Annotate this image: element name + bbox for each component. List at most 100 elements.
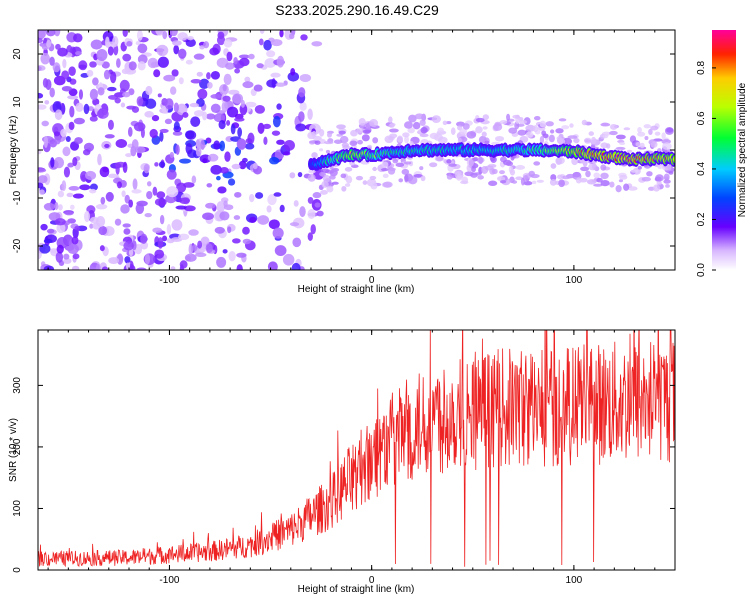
spectrogram-cell bbox=[258, 38, 264, 46]
spectrogram-cell bbox=[539, 135, 545, 144]
spectrogram-cell bbox=[63, 258, 72, 264]
spectrogram-cell bbox=[255, 192, 264, 199]
spectrogram-cell bbox=[648, 128, 653, 135]
spectrogram-cell bbox=[72, 253, 80, 260]
spectrogram-cell bbox=[166, 223, 172, 235]
spectrogram-cell bbox=[144, 213, 152, 218]
spectrogram-cell bbox=[532, 125, 539, 133]
spectrogram-cell bbox=[54, 109, 63, 121]
spectrogram-cell bbox=[64, 211, 74, 216]
spectrogram-cell bbox=[122, 161, 128, 173]
spectrogram-cell bbox=[442, 120, 448, 126]
spectrogram-cell bbox=[89, 223, 94, 229]
spectrogram-cell bbox=[319, 148, 324, 152]
spectrogram-cell bbox=[56, 244, 64, 254]
spectrogram-cell bbox=[221, 101, 228, 113]
colorbar-tick-label: 0.8 bbox=[696, 61, 707, 75]
snr-xlabel: Height of straight line (km) bbox=[298, 584, 415, 595]
spectrogram-cell bbox=[223, 200, 228, 208]
spectrogram-cell bbox=[145, 98, 157, 109]
spectrogram-cell bbox=[484, 140, 490, 145]
spectrogram-cell bbox=[536, 179, 544, 183]
colorbar-tick-label: 0.0 bbox=[696, 263, 707, 277]
spectrogram-cell bbox=[291, 262, 301, 270]
spectrogram-cell bbox=[54, 134, 62, 145]
spectrogram-cell bbox=[157, 93, 162, 98]
spectrogram-cell bbox=[39, 189, 45, 195]
spec-ytick-label: 0 bbox=[12, 147, 23, 153]
spectrogram-cell bbox=[508, 127, 518, 134]
spectrogram-cell bbox=[287, 71, 300, 82]
spectrogram-cell bbox=[95, 203, 108, 210]
spectrogram-cell bbox=[188, 229, 199, 236]
spectrogram-cell bbox=[49, 87, 55, 98]
spectrogram-cell bbox=[54, 201, 59, 211]
spectrogram-cell bbox=[253, 84, 263, 92]
spectrogram-cell bbox=[227, 178, 236, 186]
spectrogram-cell bbox=[384, 135, 394, 144]
spectrogram-cell bbox=[146, 181, 152, 187]
spectrogram-cell bbox=[408, 176, 418, 185]
spectrogram-cell bbox=[57, 190, 65, 198]
spectrogram-cell bbox=[647, 186, 655, 191]
spectrogram-cell bbox=[509, 169, 516, 176]
colorbar-ticks: 0.0 0.2 0.4 0.6 0.8 bbox=[696, 61, 716, 277]
spectrogram-cell bbox=[219, 211, 230, 221]
snr-axes: -100 0 100 0 100 200 300 bbox=[12, 330, 676, 586]
spectrogram-cell bbox=[102, 166, 109, 173]
spectrogram-cell bbox=[101, 61, 110, 69]
spectrogram-cell bbox=[86, 69, 94, 77]
spectrogram-cell bbox=[420, 175, 426, 182]
spectrogram-cell bbox=[525, 124, 536, 132]
spectrogram-cell bbox=[419, 119, 426, 126]
spectrogram-cell bbox=[66, 192, 74, 198]
spectrogram-cell bbox=[518, 119, 528, 125]
spec-ytick-label: 20 bbox=[12, 48, 23, 60]
spectrogram-cell bbox=[172, 131, 183, 136]
spectrogram-cell bbox=[179, 158, 192, 164]
spectrogram-cell bbox=[256, 63, 264, 69]
spectrogram-cell bbox=[475, 117, 485, 123]
spectrogram-cell bbox=[38, 175, 48, 184]
spectrogram-cell bbox=[326, 185, 334, 193]
spectrogram-cell bbox=[124, 256, 131, 264]
spectrogram-cell bbox=[121, 190, 126, 198]
spectrogram-cell bbox=[189, 102, 200, 108]
spectrogram-cell bbox=[116, 58, 121, 69]
spectrogram-cell bbox=[520, 177, 525, 186]
spectrogram-cell bbox=[61, 70, 70, 80]
spectrogram-cell bbox=[149, 128, 158, 139]
spec-ytick-label: -20 bbox=[12, 238, 23, 253]
spectrogram-cell bbox=[323, 141, 334, 145]
spectrogram-cell bbox=[581, 119, 588, 126]
spectrogram-cell bbox=[72, 157, 78, 167]
spectrogram-cell bbox=[114, 218, 122, 226]
spectrogram-cell bbox=[270, 72, 281, 78]
spectrogram-image bbox=[38, 30, 675, 270]
spectrogram-cell bbox=[232, 93, 244, 104]
spectrogram-cell bbox=[344, 166, 353, 172]
spectrogram-cell bbox=[357, 139, 363, 145]
spectrogram-cell bbox=[358, 117, 366, 126]
spectrogram-cell bbox=[120, 102, 126, 108]
spectrogram-cell bbox=[242, 157, 248, 163]
spectrogram-cell bbox=[631, 169, 639, 173]
spectrogram-cell bbox=[580, 166, 590, 172]
spectrogram-cell bbox=[273, 192, 282, 197]
spectrogram-cell bbox=[123, 241, 135, 251]
colorbar-tick-label: 0.2 bbox=[696, 212, 707, 226]
spectrogram-cell bbox=[43, 135, 48, 148]
spectrogram-cell bbox=[606, 143, 611, 149]
spectrogram-cell bbox=[615, 134, 626, 140]
spectrogram-cell bbox=[615, 146, 626, 151]
spectrogram-cell bbox=[164, 98, 174, 110]
spectrogram-cell bbox=[525, 131, 534, 138]
spectrogram-cell bbox=[450, 127, 456, 135]
spectrogram-cell bbox=[403, 135, 410, 144]
snr-border bbox=[37, 329, 676, 571]
spectrogram-cell bbox=[666, 127, 674, 133]
spectrogram-cell bbox=[413, 174, 424, 178]
spectrogram-cell bbox=[435, 156, 443, 162]
spectrogram-cell bbox=[602, 134, 609, 139]
spectrogram-cell bbox=[372, 167, 378, 171]
